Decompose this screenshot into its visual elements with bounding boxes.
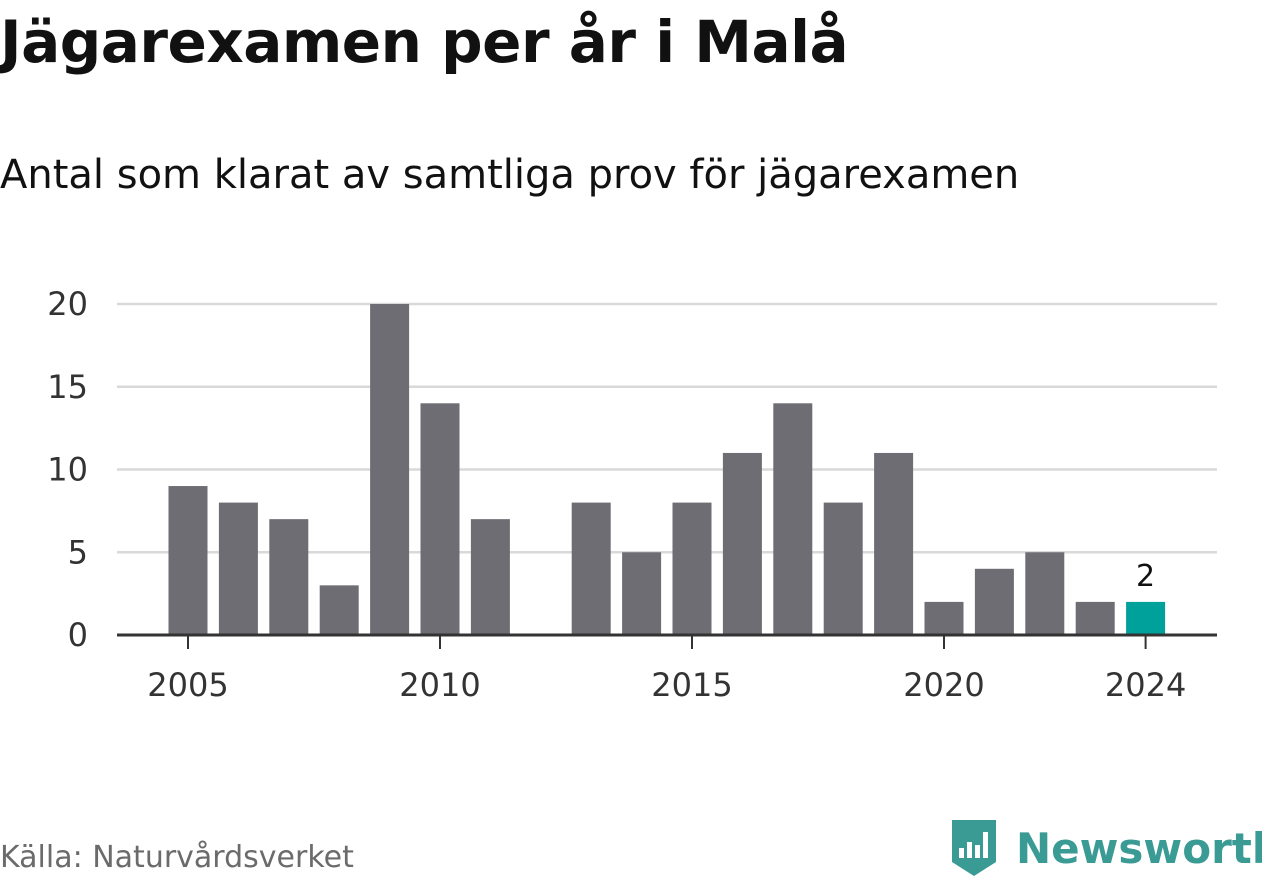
x-tick-label-2020: 2020: [903, 666, 984, 704]
y-tick-label-10: 10: [47, 451, 88, 489]
bar-2014: [622, 552, 662, 635]
data-labels: 2: [1136, 559, 1155, 594]
source-note: Källa: Naturvårdsverket: [0, 840, 354, 875]
bar-2007: [269, 519, 309, 635]
bar-2017: [773, 403, 813, 635]
bars: [168, 304, 1166, 635]
bar-2016: [722, 452, 762, 635]
bar-2020: [924, 601, 964, 635]
bar-2018: [823, 502, 863, 635]
bar-2015: [672, 502, 712, 635]
bar-2008: [319, 585, 359, 635]
y-tick-label-0: 0: [68, 616, 88, 654]
chart-title: Jägarexamen per år i Malå: [0, 8, 849, 76]
axes: 0 5 10 15 20 2005 2010 2015 2020 2024: [47, 285, 1217, 704]
bar-2010: [420, 403, 460, 635]
y-tick-label-20: 20: [47, 285, 88, 323]
newsworthy-bar-chart-icon: [952, 820, 996, 876]
bar-2009: [370, 304, 410, 635]
x-tick-label-2015: 2015: [651, 666, 732, 704]
bar-2019: [874, 452, 914, 635]
data-label-2024: 2: [1136, 559, 1155, 594]
bar-2005: [168, 486, 208, 635]
brand-logo: Newsworthy: [950, 818, 1262, 878]
x-tick-label-2024: 2024: [1105, 666, 1186, 704]
gridlines: [117, 302, 1217, 554]
chart-subtitle: Antal som klarat av samtliga prov för jä…: [0, 152, 1020, 198]
bar-2013: [571, 502, 611, 635]
y-tick-label-15: 15: [47, 368, 88, 406]
bar-2011: [470, 519, 510, 635]
x-tick-label-2005: 2005: [147, 666, 228, 704]
y-tick-label-5: 5: [68, 533, 88, 571]
bar-2024: [1126, 601, 1166, 635]
bar-2022: [1025, 552, 1065, 635]
bar-2023: [1075, 601, 1115, 635]
bar-2006: [218, 502, 258, 635]
bar-2021: [974, 568, 1014, 635]
brand-name: Newsworthy: [1016, 823, 1262, 873]
x-tick-label-2010: 2010: [399, 666, 480, 704]
